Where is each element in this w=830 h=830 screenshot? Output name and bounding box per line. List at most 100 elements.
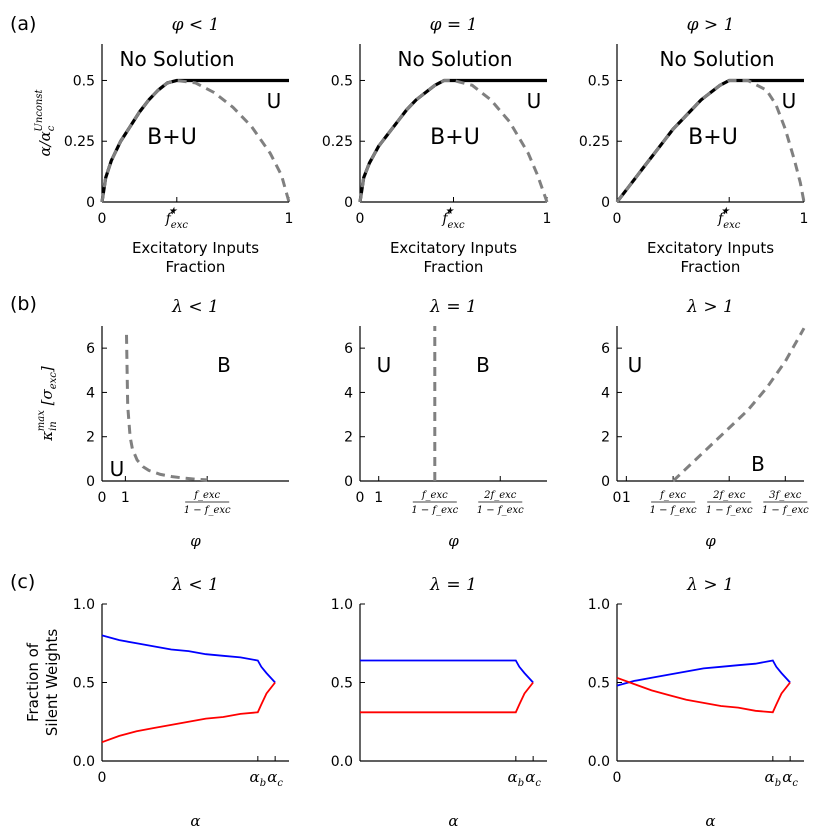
x-tick-fraction-den: 1 − f_exc — [477, 505, 524, 516]
y-tick-label: 0 — [344, 474, 353, 490]
chart-title: λ < 1 — [171, 575, 219, 595]
y-tick-label: 1.0 — [73, 597, 95, 613]
series-line-1 — [616, 676, 791, 714]
x-axis-label: α — [448, 812, 458, 830]
x-tick-label: 1 — [800, 211, 809, 227]
series-line-0 — [125, 334, 208, 482]
region-label: U — [782, 89, 797, 113]
x-tick-label: fexc★ — [165, 206, 189, 231]
chart-c1: λ < 1 0.0 0.5 1.0 0 αb αc α Fraction of Silent We… — [24, 575, 289, 830]
y-axis-label: Silent Weights — [43, 629, 61, 736]
region-label: B — [217, 353, 231, 377]
x-tick-label: 0 — [356, 490, 365, 506]
region-label: U — [628, 353, 643, 377]
x-tick-label: 1 — [374, 490, 383, 506]
x-axis-label: α — [705, 812, 715, 830]
y-tick-label: 0 — [601, 474, 610, 490]
x-tick-label: αb — [250, 768, 267, 789]
x-axis-label: Excitatory Inputs — [390, 239, 517, 257]
x-tick-fraction-num: f_exc — [659, 490, 686, 501]
x-axis-label: Excitatory Inputs — [132, 239, 259, 257]
y-tick-label: 0.5 — [331, 73, 353, 89]
y-tick-label: 0.25 — [579, 134, 610, 150]
series-line-0 — [616, 659, 791, 687]
row-label: (b) — [10, 293, 37, 315]
x-tick-label: αb — [508, 768, 525, 789]
x-tick-fraction-den: 1 − f_exc — [184, 505, 231, 516]
x-axis-label: α — [190, 812, 200, 830]
y-tick-label: 0 — [86, 195, 95, 211]
chart-title: λ > 1 — [686, 297, 734, 317]
series-line-0 — [672, 327, 806, 483]
chart-title: φ = 1 — [430, 15, 478, 35]
y-tick-label: 0.0 — [73, 754, 95, 770]
series-line-1 — [615, 79, 806, 203]
x-tick-label: αb — [765, 768, 782, 789]
series-line-1 — [100, 78, 291, 203]
y-tick-label: 2 — [601, 430, 610, 446]
y-tick-label: 6 — [86, 341, 95, 357]
y-tick-label: 4 — [344, 385, 353, 401]
x-tick-fraction-den: 1 − f_exc — [650, 505, 697, 516]
x-tick-label: 0 — [98, 490, 107, 506]
x-tick-label: 1 — [285, 211, 294, 227]
region-label: No Solution — [397, 47, 512, 71]
region-label: B+U — [147, 125, 197, 150]
chart-title: λ = 1 — [429, 297, 477, 317]
x-tick-label: fexc★ — [441, 206, 465, 231]
y-axis-label: κinmax [σexc] — [36, 366, 59, 442]
region-label: U — [267, 89, 282, 113]
x-axis-label: φ — [705, 532, 716, 550]
x-axis-label: φ — [448, 532, 459, 550]
series-line-0 — [615, 78, 804, 203]
x-tick-label: αc — [267, 768, 283, 789]
y-tick-label: 0.5 — [588, 73, 610, 89]
chart-c2: λ = 1 0.0 0.5 1.0 αb αc α — [331, 575, 547, 830]
x-axis-label: φ — [190, 532, 201, 550]
y-tick-label: 6 — [601, 341, 610, 357]
x-tick-label: αc — [525, 768, 541, 789]
x-tick-label: 0 — [98, 211, 107, 227]
y-tick-label: 2 — [344, 430, 353, 446]
region-label: U — [110, 457, 125, 481]
region-label: U — [377, 353, 392, 377]
x-axis-label: Excitatory Inputs — [647, 239, 774, 257]
y-tick-label: 4 — [601, 385, 610, 401]
x-tick-label: fexc★ — [717, 206, 741, 231]
y-tick-label: 0.5 — [331, 676, 353, 692]
x-tick-label: 0 — [98, 770, 107, 786]
chart-title: φ < 1 — [172, 15, 220, 35]
x-tick-fraction-num: f_exc — [193, 490, 220, 501]
region-label: B+U — [430, 125, 480, 150]
y-tick-label: 4 — [86, 385, 95, 401]
y-tick-label: 2 — [86, 430, 95, 446]
y-tick-label: 0 — [86, 474, 95, 490]
region-label: B — [751, 452, 765, 476]
y-tick-label: 0.25 — [322, 134, 353, 150]
x-axis-label: Fraction — [681, 258, 741, 276]
x-tick-fraction-den: 1 − f_exc — [706, 505, 753, 516]
y-tick-label: 0.25 — [64, 134, 95, 150]
y-tick-label: 0.5 — [588, 676, 610, 692]
x-tick-fraction-den: 1 − f_exc — [762, 505, 809, 516]
chart-title: λ > 1 — [686, 575, 734, 595]
chart-b3: λ > 1 0 2 4 6 0 1 f_exc 1 − f_exc 2f_exc 1 − f_exc… — [601, 297, 809, 550]
x-tick-fraction-den: 1 − f_exc — [411, 505, 458, 516]
chart-a1: φ < 1 0 0.25 0.5 0 fexc★ 1 Excitatory InputsFra… — [34, 15, 293, 276]
chart-title: λ = 1 — [429, 575, 477, 595]
x-axis-label: Fraction — [166, 258, 226, 276]
x-tick-fraction-num: 3f_exc — [769, 490, 802, 501]
chart-a2: φ = 1 0 0.25 0.5 0 fexc★ 1 Excitatory InputsFra… — [322, 15, 552, 276]
series-line-0 — [360, 659, 534, 684]
y-tick-label: 0.0 — [588, 754, 610, 770]
chart-c3: λ > 1 0.0 0.5 1.0 0 αb αc α — [588, 575, 804, 830]
x-tick-label: 0 — [356, 211, 365, 227]
region-label: No Solution — [659, 47, 774, 71]
y-axis-label: Fraction of — [24, 642, 42, 722]
x-tick-label: 0 — [613, 211, 622, 227]
x-tick-label: 0 — [613, 770, 622, 786]
x-tick-label: 1 — [622, 490, 631, 506]
y-axis-label: α/αcUnconst — [34, 89, 57, 157]
